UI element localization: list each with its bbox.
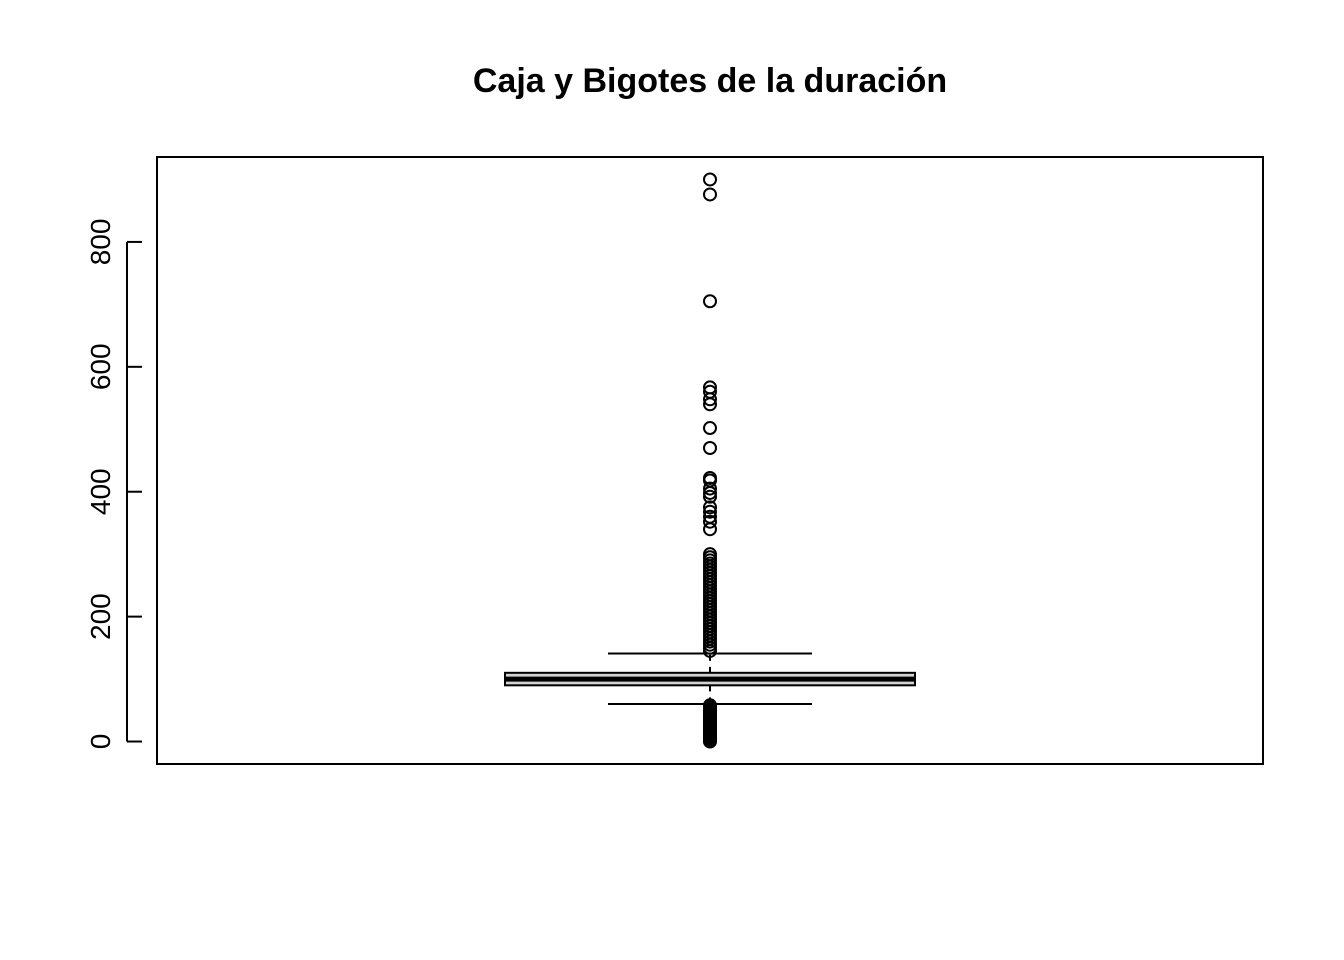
outlier-point (703, 441, 717, 456)
outlier-point (703, 485, 717, 500)
y-axis: 0 200 400 600 800 (85, 219, 142, 750)
y-tick-label: 600 (85, 343, 116, 390)
chart-title: Caja y Bigotes de la duración (473, 62, 947, 100)
outlier-point (703, 481, 717, 496)
outlier-point (703, 522, 717, 537)
y-tick-label: 800 (85, 219, 116, 266)
y-tick-label: 400 (85, 468, 116, 515)
outlier-point (703, 187, 717, 202)
outlier-point (703, 514, 717, 529)
outlier-point (703, 504, 717, 519)
outlier-point (703, 489, 717, 504)
outlier-point (703, 421, 717, 436)
y-tick-label: 200 (85, 593, 116, 640)
outlier-point (703, 643, 717, 658)
outlier-point (703, 172, 717, 187)
y-tick-label: 0 (85, 734, 116, 750)
outlier-point (703, 294, 717, 309)
outlier-point (703, 392, 717, 407)
outlier-point (703, 734, 717, 749)
plot-frame (156, 156, 1264, 765)
outlier-points (703, 172, 717, 749)
box-plot (504, 652, 916, 706)
outlier-point (703, 397, 717, 412)
outlier-point (703, 500, 717, 515)
